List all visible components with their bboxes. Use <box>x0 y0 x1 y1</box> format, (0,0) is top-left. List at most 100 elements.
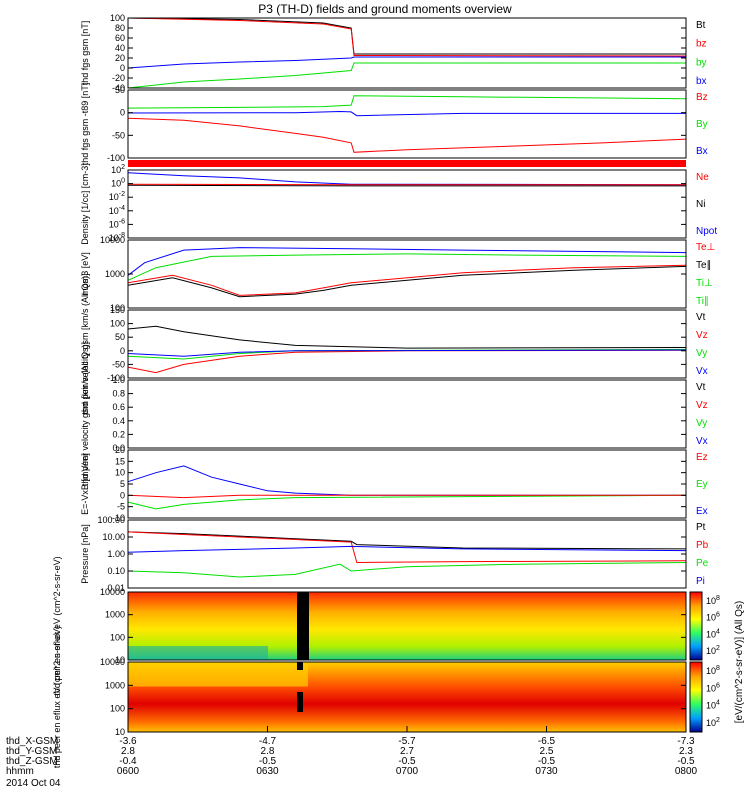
y-tick-label: 40 <box>115 43 125 53</box>
panel-frame <box>127 169 687 239</box>
y-tick-label: 0.10 <box>107 566 125 576</box>
colorbar-tick-label: 106 <box>706 612 720 623</box>
y-tick-label: 10.00 <box>102 532 125 542</box>
y-tick-label: -5 <box>117 502 125 512</box>
panel-6: 1.0 0.8 0.6 0.4 0.2 0.0 thd peer velocity gsm … <box>80 342 708 486</box>
series-pe <box>127 562 687 578</box>
low-energy-band <box>128 646 268 660</box>
footer-value: -0.4 <box>119 756 137 767</box>
legend-entry: By <box>696 119 708 130</box>
footer-value: 0600 <box>117 766 140 777</box>
panel-4: 10000 1000 100 mom3 [eV] Te⊥ Te∥ Ti⊥ Ti∥ <box>80 235 715 313</box>
footer-value: -0.5 <box>259 756 277 767</box>
y-tick-label: 100 <box>110 632 125 642</box>
y-tick-label: 10-6 <box>109 218 125 229</box>
date-label: 2014 Oct 04 <box>6 778 61 789</box>
panel-frame <box>127 239 687 309</box>
series-te <box>127 264 687 296</box>
footer-value: -6.5 <box>538 736 556 747</box>
footer-value: 0730 <box>535 766 558 777</box>
y-tick-label: 100 <box>110 303 125 313</box>
footer-value: 0800 <box>675 766 698 777</box>
y-tick-label: -10 <box>112 513 125 523</box>
y-axis-label: Density [1/cc] [cm-3] <box>80 163 90 245</box>
series-bt <box>127 17 686 55</box>
panel-8: 100.00 10.00 1.00 0.10 0.01 Pressure [nPa] Pt P… <box>80 515 709 593</box>
y-tick-label: 0.4 <box>112 416 125 426</box>
panel-2: 50 0 -50 -100 thd fgs gsm -t89 [nT] Bz By Bx <box>80 83 708 166</box>
legend-entry: Ti∥ <box>696 296 709 307</box>
legend-entry: by <box>696 57 707 68</box>
y-tick-label: 0.6 <box>112 402 125 412</box>
y-tick-label: 0 <box>120 108 125 118</box>
footer-value: -0.5 <box>398 756 416 767</box>
colorbar-tick-label: 104 <box>706 700 720 711</box>
y-tick-label: 10 <box>115 727 125 737</box>
panel-frame <box>127 449 687 519</box>
y-tick-label: 20 <box>115 445 125 455</box>
footer-value: 2.8 <box>121 746 135 757</box>
y-tick-label: 0 <box>120 346 125 356</box>
panel-frame <box>127 519 687 589</box>
y-tick-label: 100 <box>110 13 125 23</box>
series-bz <box>127 117 687 153</box>
legend-entry: bz <box>696 39 707 50</box>
footer-value: -7.3 <box>677 736 695 747</box>
legend-entry: Vx <box>696 436 708 447</box>
series-bx <box>127 56 686 69</box>
y-tick-label: 50 <box>115 85 125 95</box>
legend-entry: Bz <box>696 92 708 103</box>
y-tick-label: -20 <box>112 73 125 83</box>
legend-entry: Te⊥ <box>696 242 715 253</box>
separator-band <box>128 160 686 167</box>
y-tick-label: -50 <box>112 359 125 369</box>
legend-entry: Pe <box>696 558 709 569</box>
y-tick-label: 1000 <box>105 269 125 279</box>
footer-value: 2.8 <box>261 746 275 757</box>
y-tick-label: 10-2 <box>109 191 125 202</box>
legend-entry: Vx <box>696 366 708 377</box>
legend-entry: Npot <box>696 226 717 237</box>
legend-entry: Ti⊥ <box>696 278 713 289</box>
series-pt <box>127 531 687 550</box>
y-tick-label: 15 <box>115 456 125 466</box>
y-tick-label: 1000 <box>105 610 125 620</box>
footer-value: -0.5 <box>677 756 695 767</box>
series-ti <box>127 247 687 276</box>
series-by <box>127 95 687 109</box>
y-tick-label: 0.8 <box>112 389 125 399</box>
series-bx <box>127 110 686 117</box>
y-tick-label: 0.01 <box>107 583 125 593</box>
legend-entry: Ne <box>696 172 709 183</box>
data-gap <box>297 662 303 670</box>
panel-frame <box>127 17 687 89</box>
y-axis-label: thd peer velocity gsm [km/s (All Qs)] <box>80 342 90 486</box>
y-axis-label: thd peir velocity gsm [km/s (All Qs)] <box>80 273 90 414</box>
series-by <box>127 62 686 89</box>
footer-row-label: thd_Z-GSM <box>6 756 58 767</box>
footer-value: 2.5 <box>540 746 554 757</box>
y-tick-label: 50 <box>115 332 125 342</box>
legend-entry: Ni <box>696 199 705 210</box>
series-ti <box>127 253 687 281</box>
legend-entry: Vz <box>696 400 708 411</box>
footer-value: 0700 <box>396 766 419 777</box>
legend-entry: Ez <box>696 452 708 463</box>
legend-entry: Vt <box>696 382 706 393</box>
legend-entry: Te∥ <box>696 260 712 271</box>
panel-3: 102 100 10-2 10-4 10-6 10-8 Density [1/cc] [cm… <box>80 163 717 245</box>
y-axis-label: thd fgs gsm [nT] <box>80 21 90 86</box>
y-tick-label: 10 <box>115 655 125 665</box>
y-tick-label: 10-8 <box>109 232 125 243</box>
y-tick-label: 10000 <box>100 657 125 667</box>
y-tick-label: 0.2 <box>112 429 125 439</box>
footer-value: 2.7 <box>400 746 414 757</box>
y-tick-label: 100 <box>110 704 125 714</box>
colorbar-tick-label: 102 <box>706 645 720 656</box>
series-pb <box>127 531 687 564</box>
y-axis-label: mom3 [eV] <box>80 252 90 296</box>
ephemeris-footer: 2014 Oct 04 thd_X-GSM -3.6 -4.7 -5.7 -6.5 -7.… <box>6 726 698 789</box>
